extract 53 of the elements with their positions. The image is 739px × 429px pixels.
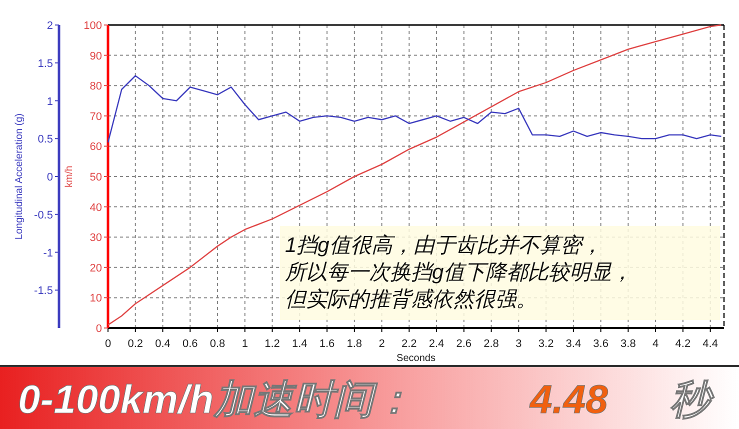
y-tick-label: 40 [90, 202, 102, 214]
x-tick-label: 1.8 [346, 338, 362, 350]
y-tick-label: 20 [90, 262, 102, 274]
annotation: 1挡g值很高，由于齿比并不算密， [285, 234, 602, 257]
line-series [107, 24, 722, 326]
x-tick-label: 0.2 [128, 338, 144, 350]
y-tick-label: 90 [90, 50, 102, 62]
x-tick-label: 1 [242, 338, 248, 350]
y2-tick-label: -1 [43, 247, 53, 260]
x-tick-label: 1.4 [292, 338, 308, 350]
x-tick-label: 2.2 [402, 338, 417, 350]
y-tick-label: 70 [90, 110, 102, 123]
y-tick-label: 50 [90, 172, 102, 184]
x-tick-label: 0 [104, 338, 112, 350]
y2-tick-label: 0 [46, 172, 53, 184]
y-tick-label: 100 [84, 20, 102, 32]
x-tick-label: 2 [378, 338, 385, 350]
y-tick-label: 60 [90, 141, 102, 154]
x-tick-label: 2.4 [428, 338, 444, 350]
y2-tick-label: 1.5 [38, 58, 53, 70]
x-tick-label: 1.2 [264, 338, 280, 350]
annotation: 但实际的推背感依然很强。 [285, 288, 537, 311]
line-series [107, 75, 722, 144]
x-axis-title: Seconds [396, 353, 436, 364]
annotation: 所以每一次换挡g值下降都比较明显， [285, 261, 633, 284]
x-tick-label: 0.8 [210, 338, 226, 350]
text: 4.48 [529, 378, 609, 422]
x-tick-label: 3 [516, 338, 522, 350]
y-axis-title: km/h [64, 166, 75, 188]
y-tick-label: 80 [90, 80, 102, 93]
x-tick-label: 2.8 [484, 338, 499, 350]
x-tick-label: 1.6 [319, 338, 335, 350]
y-tick-label: 0 [96, 323, 102, 335]
y2-tick-label: 2 [46, 20, 53, 32]
y-tick-label: 30 [90, 232, 102, 244]
text: 秒 [670, 378, 715, 422]
x-tick-label: 2.6 [456, 338, 472, 350]
x-tick-label: 3.8 [620, 338, 636, 350]
y2-tick-label: 0.5 [38, 134, 53, 146]
x-tick-label: 3.4 [566, 338, 582, 350]
text: 0-100km/h加速时间： [18, 378, 414, 422]
x-tick-label: 4 [652, 338, 659, 350]
x-tick-label: 3.2 [538, 338, 554, 350]
x-tick-label: 3.6 [593, 338, 608, 350]
y2-tick-label: -0.5 [34, 209, 53, 222]
y-tick-label: 10 [90, 292, 102, 305]
x-tick-label: 0.6 [182, 338, 198, 350]
x-tick-label: 4.4 [702, 338, 718, 350]
x-tick-label: 4.2 [675, 338, 691, 350]
y2-tick-label: 1 [46, 96, 53, 108]
y2-tick-label: -1.5 [34, 285, 53, 298]
y2-axis-title: Longitudinal Acceleration (g) [14, 113, 25, 240]
x-tick-label: 0.4 [155, 338, 170, 350]
